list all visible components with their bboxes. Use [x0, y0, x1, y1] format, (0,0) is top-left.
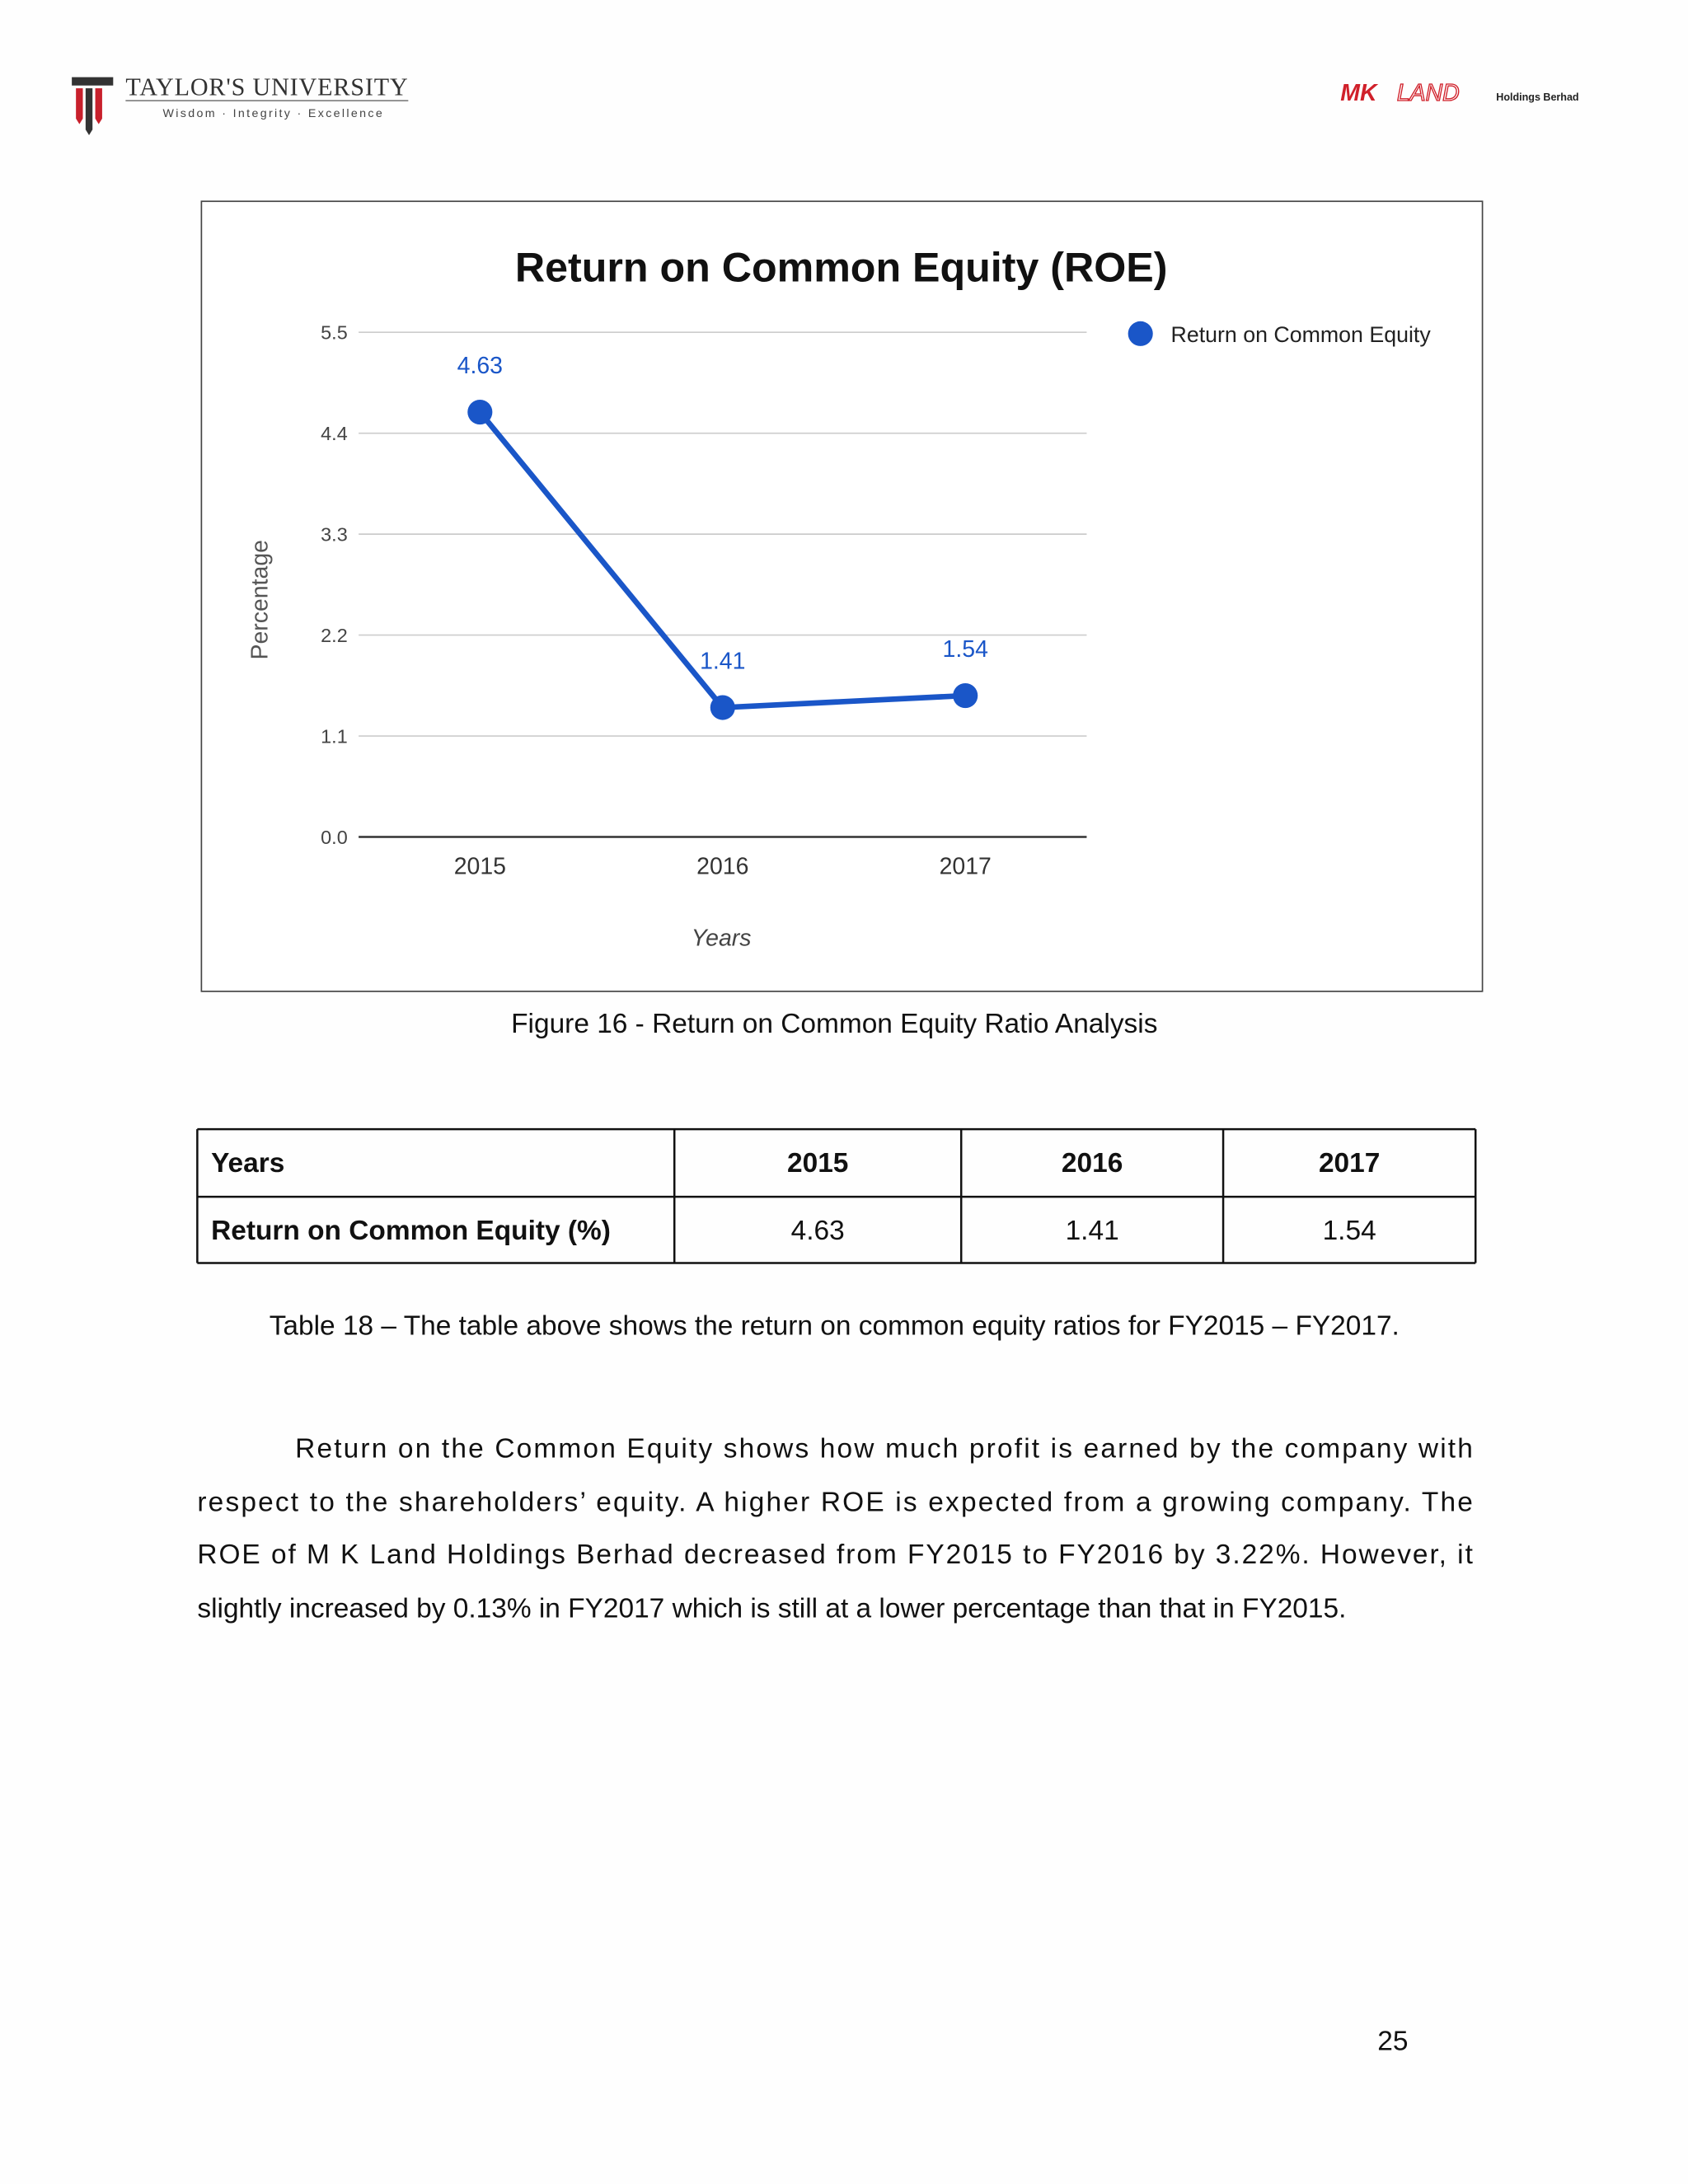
- table-cell: 4.63: [791, 1216, 845, 1246]
- y-tick-label: 3.3: [321, 523, 348, 545]
- figure-caption: Figure 16 - Return on Common Equity Rati…: [511, 1009, 1157, 1039]
- legend-marker: [1128, 321, 1153, 346]
- university-logo: [72, 77, 409, 135]
- table-cell: 1.54: [1323, 1216, 1376, 1246]
- x-axis-label: Years: [692, 926, 752, 952]
- page-number: 25: [1377, 2027, 1408, 2057]
- chart-title: Return on Common Equity (ROE): [515, 244, 1168, 290]
- data-label: 1.54: [943, 636, 988, 663]
- x-tick-label: 2015: [454, 854, 506, 880]
- table-cell: 2016: [1062, 1148, 1123, 1179]
- y-tick-label: 4.4: [321, 423, 348, 444]
- y-tick-label: 1.1: [321, 725, 348, 747]
- table-cell: 2017: [1319, 1148, 1380, 1179]
- data-label: 1.41: [700, 649, 745, 675]
- data-label: 4.63: [457, 353, 503, 379]
- x-tick-label: 2016: [696, 854, 748, 880]
- legend-label: Return on Common Equity: [1170, 322, 1431, 347]
- table-cell: 1.41: [1066, 1216, 1119, 1246]
- y-tick-label: 5.5: [321, 322, 348, 344]
- university-name: TAYLOR'S UNIVERSITY: [125, 73, 408, 101]
- y-axis-label: Percentage: [247, 540, 274, 659]
- data-point: [953, 682, 978, 709]
- paragraph-line: respect to the shareholders’ equity. A h…: [197, 1488, 1473, 1518]
- y-tick-label: 2.2: [321, 625, 348, 646]
- table-cell: Years: [211, 1148, 284, 1179]
- company-logo-land: LAND: [1397, 80, 1460, 106]
- data-point: [467, 399, 493, 425]
- table-caption: Table 18 – The table above shows the ret…: [270, 1310, 1400, 1341]
- company-logo-mk: MK: [1340, 80, 1379, 106]
- company-logo-suffix: Holdings Berhad: [1496, 91, 1578, 103]
- paragraph-line: slightly increased by 0.13% in FY2017 wh…: [197, 1593, 1346, 1624]
- table-cell: Return on Common Equity (%): [211, 1216, 611, 1246]
- y-tick-label: 0.0: [321, 827, 348, 848]
- chart-frame: [200, 200, 1484, 992]
- data-point: [710, 695, 735, 720]
- table-cell: 2015: [787, 1148, 848, 1179]
- x-tick-label: 2017: [940, 854, 992, 880]
- university-motto: Wisdom · Integrity · Excellence: [163, 107, 385, 120]
